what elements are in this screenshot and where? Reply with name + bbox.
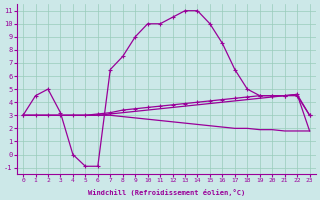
X-axis label: Windchill (Refroidissement éolien,°C): Windchill (Refroidissement éolien,°C) [88, 189, 245, 196]
